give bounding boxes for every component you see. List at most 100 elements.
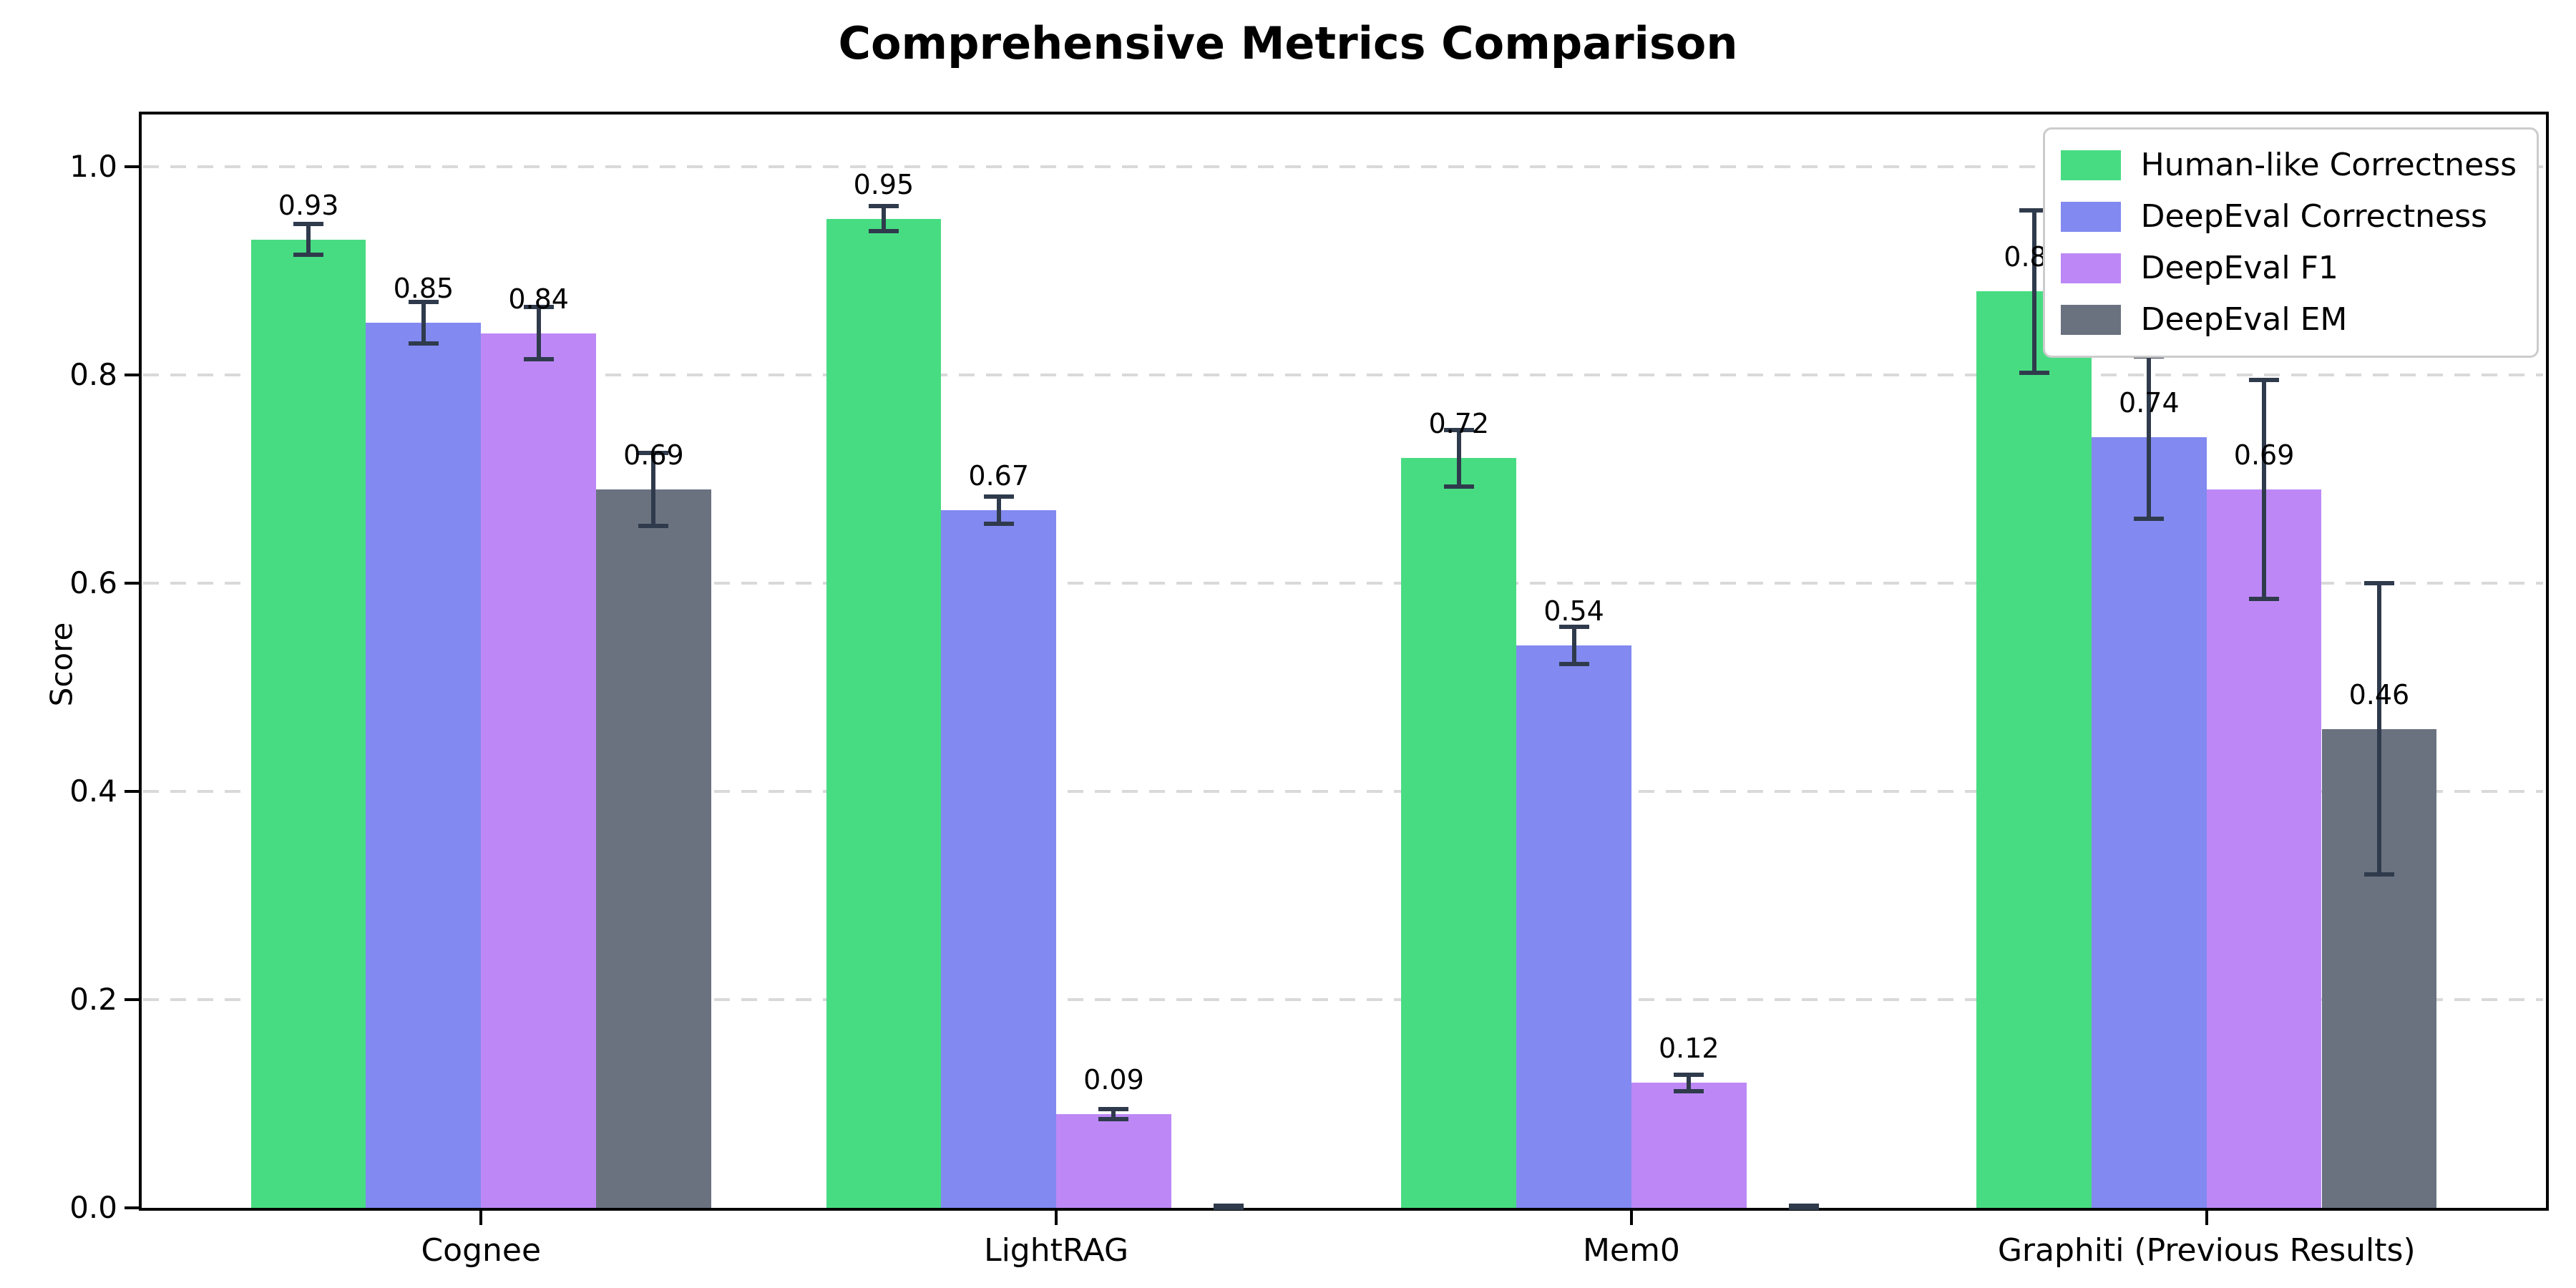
bar-deepeval-correctness-3 — [1516, 645, 1631, 1208]
error-bar-cap-top — [983, 494, 1014, 499]
x-tick-label-4: Graphiti (Previous Results) — [1997, 1232, 2416, 1269]
error-bar-cap-bottom — [1214, 1206, 1244, 1210]
error-bar-cap-top — [1558, 624, 1589, 629]
legend-label: DeepEval EM — [2140, 301, 2348, 338]
bar-deepeval-correctness-1 — [366, 323, 482, 1208]
legend-row: DeepEval F1 — [2060, 243, 2517, 294]
bar-human-like-correctness-4 — [1976, 291, 2092, 1208]
gridline — [143, 997, 2543, 1001]
error-bar-cap-top — [408, 299, 439, 304]
bar-human-like-correctness-2 — [826, 218, 942, 1208]
error-bar — [536, 307, 541, 359]
bar-value-label: 0.84 — [508, 283, 569, 315]
y-axis-tick — [125, 373, 139, 376]
error-bar-cap-bottom — [1558, 662, 1589, 667]
y-tick-label: 0.8 — [69, 356, 117, 392]
error-bar-cap-bottom — [2363, 872, 2394, 877]
error-bar — [996, 497, 1001, 524]
bar-deepeval-f1-3 — [1631, 1083, 1747, 1208]
error-bar-cap-bottom — [293, 253, 324, 258]
chart-title: Comprehensive Metrics Comparison — [838, 17, 1738, 69]
error-bar-cap-bottom — [638, 523, 669, 528]
legend-label: Human-like Correctness — [2140, 147, 2517, 183]
error-bar-cap-bottom — [1098, 1117, 1129, 1122]
error-bar-cap-top — [638, 450, 669, 455]
legend-row: Human-like Correctness — [2060, 140, 2517, 191]
bar-value-label: 0.12 — [1658, 1033, 1719, 1065]
legend-label: DeepEval F1 — [2140, 250, 2338, 286]
error-bar-cap-bottom — [1443, 484, 1474, 489]
x-axis-tick — [1629, 1211, 1633, 1225]
bar-deepeval-correctness-2 — [941, 509, 1057, 1208]
bar-value-label: 0.85 — [393, 273, 454, 305]
error-bar-cap-top — [1098, 1106, 1129, 1111]
x-axis-tick — [2205, 1211, 2208, 1225]
bar-deepeval-f1-4 — [2206, 489, 2322, 1208]
error-bar-cap-bottom — [2019, 370, 2049, 375]
bar-value-label: 0.69 — [623, 439, 684, 471]
error-bar — [1456, 429, 1461, 487]
error-bar-cap-top — [2363, 580, 2394, 585]
error-bar-cap-top — [2019, 208, 2049, 213]
x-tick-label-3: Mem0 — [1582, 1232, 1680, 1269]
y-axis-tick — [125, 789, 139, 793]
bar-deepeval-correctness-4 — [2091, 437, 2207, 1208]
error-bar — [2031, 210, 2036, 373]
error-bar-cap-top — [1674, 1072, 1704, 1077]
error-bar — [306, 223, 311, 255]
error-bar — [1111, 1108, 1116, 1120]
y-tick-label: 0.2 — [69, 981, 117, 1017]
legend-row: DeepEval Correctness — [2060, 191, 2517, 243]
bar-value-label: 0.93 — [278, 189, 339, 221]
gridline — [143, 165, 2543, 168]
y-axis-label: Score — [44, 622, 79, 707]
bar-value-label: 0.46 — [2348, 678, 2410, 711]
error-bar — [2147, 356, 2152, 519]
legend-swatch-icon — [2060, 150, 2121, 180]
error-bar — [2262, 380, 2267, 599]
bar-deepeval-em-1 — [596, 489, 711, 1208]
legend: Human-like Correctness DeepEval Correctne… — [2042, 127, 2539, 358]
error-bar — [2376, 582, 2381, 875]
x-axis-tick — [1055, 1211, 1058, 1225]
bar-human-like-correctness-3 — [1401, 458, 1517, 1208]
error-bar-cap-top — [2249, 378, 2280, 383]
y-axis-tick — [125, 165, 139, 168]
x-tick-label-1: Cognee — [421, 1232, 542, 1269]
gridline — [143, 373, 2543, 376]
bar-value-label: 0.54 — [1543, 595, 1604, 628]
gridline — [143, 581, 2543, 585]
bar-deepeval-f1-1 — [481, 333, 596, 1208]
error-bar — [881, 206, 886, 231]
bar-value-label: 0.69 — [2233, 439, 2295, 471]
bar-value-label: 0.67 — [968, 459, 1029, 492]
gridline — [143, 789, 2543, 793]
error-bar-cap-bottom — [1789, 1206, 1820, 1210]
bar-human-like-correctness-1 — [250, 239, 366, 1208]
error-bar-cap-bottom — [1674, 1089, 1704, 1093]
error-bar-cap-bottom — [2249, 596, 2280, 601]
bar-value-label: 0.74 — [2119, 387, 2180, 419]
error-bar-cap-bottom — [868, 228, 899, 233]
error-bar-cap-bottom — [983, 521, 1014, 526]
y-tick-label: 1.0 — [69, 148, 117, 184]
legend-swatch-icon — [2060, 305, 2121, 335]
error-bar — [651, 452, 656, 526]
legend-swatch-icon — [2060, 253, 2121, 283]
x-axis-tick — [479, 1211, 483, 1225]
bar-value-label: 0.95 — [853, 168, 914, 200]
error-bar-cap-top — [523, 305, 554, 310]
y-tick-label: 0.4 — [69, 773, 117, 809]
error-bar — [1571, 626, 1576, 665]
legend-swatch-icon — [2060, 202, 2121, 232]
error-bar-cap-top — [1443, 427, 1474, 432]
y-axis-tick — [125, 997, 139, 1001]
error-bar-cap-top — [293, 221, 324, 226]
legend-label: DeepEval Correctness — [2140, 198, 2487, 235]
error-bar — [1687, 1074, 1692, 1091]
error-bar-cap-top — [868, 204, 899, 209]
bar-value-label: 0.09 — [1083, 1064, 1144, 1096]
y-axis-tick — [125, 581, 139, 585]
bar-deepeval-f1-2 — [1056, 1114, 1171, 1208]
